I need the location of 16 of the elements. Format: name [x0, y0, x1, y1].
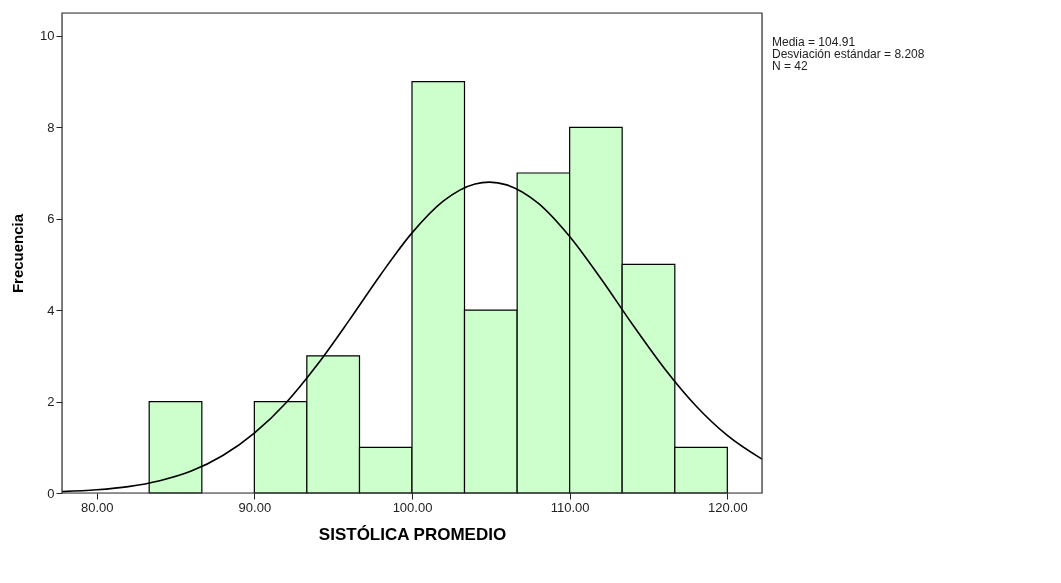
x-tick-label: 110.00 [550, 499, 590, 515]
x-tick-label: 90.00 [238, 499, 272, 515]
y-tick-label: 2 [47, 394, 55, 410]
text: N = 42 [772, 59, 809, 73]
y-tick-label: 10 [40, 28, 55, 44]
y-tick-label: 8 [47, 119, 55, 135]
y-tick-label: 4 [47, 302, 55, 318]
y-tick-label: 6 [47, 211, 55, 227]
x-tick-label: 100.00 [392, 499, 433, 515]
x-axis-title: SISTÓLICA PROMEDIO [318, 524, 507, 544]
x-tick-label: 80.00 [80, 499, 114, 515]
x-tick-label: 120.00 [707, 499, 748, 515]
text: Desviación estándar = 8.208 [772, 47, 925, 61]
y-axis-title: Frecuencia [9, 213, 27, 294]
text: Media = 104.91 [772, 35, 856, 49]
y-tick-label: 0 [47, 485, 55, 501]
